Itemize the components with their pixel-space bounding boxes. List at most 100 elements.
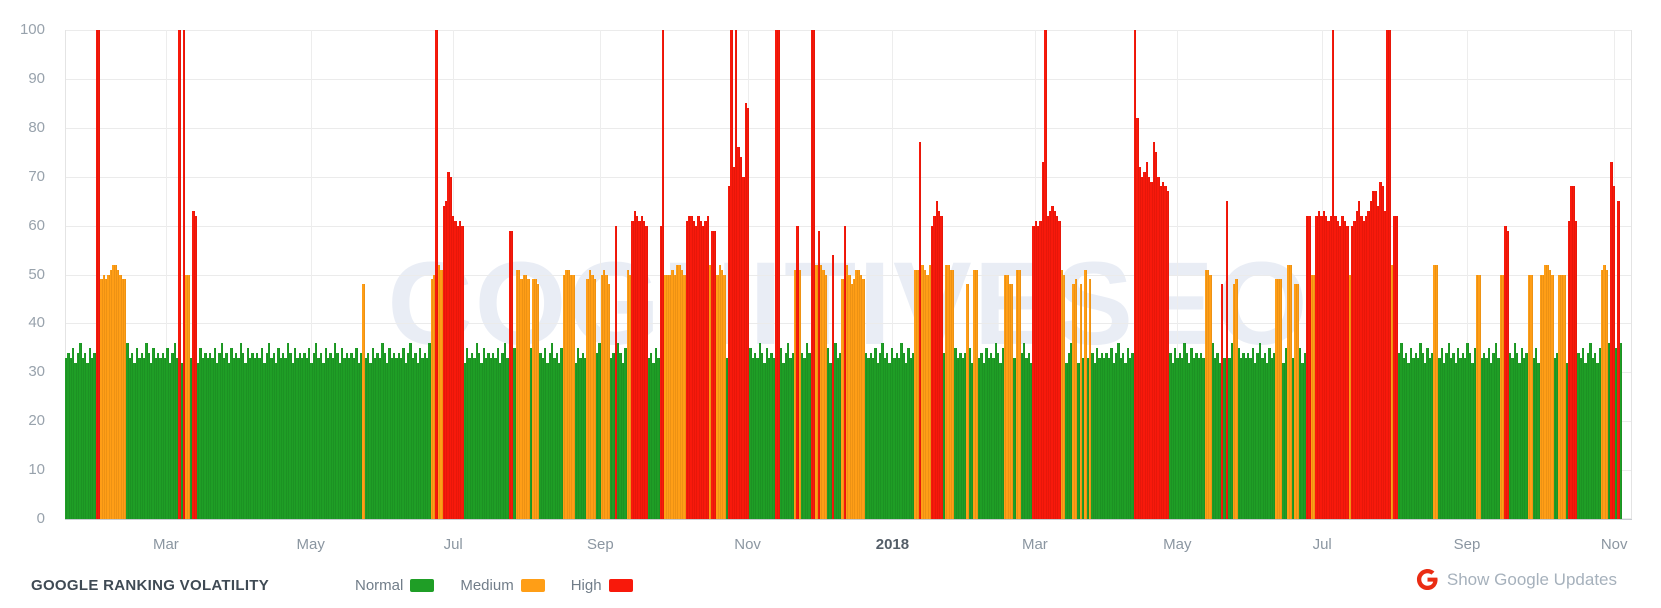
volatility-bar[interactable] xyxy=(1365,215,1368,519)
volatility-bar[interactable] xyxy=(133,362,136,519)
volatility-bar[interactable] xyxy=(274,362,278,519)
volatility-bar[interactable] xyxy=(1093,362,1097,519)
volatility-bar[interactable] xyxy=(1339,225,1342,519)
volatility-bar[interactable] xyxy=(1537,362,1540,519)
volatility-bar[interactable] xyxy=(1166,191,1170,519)
volatility-bar[interactable] xyxy=(234,352,238,519)
volatility-bar[interactable] xyxy=(1563,274,1566,519)
volatility-bar[interactable] xyxy=(782,362,785,519)
volatility-bar[interactable] xyxy=(208,352,212,519)
volatility-bar[interactable] xyxy=(1155,152,1158,519)
volatility-bar[interactable] xyxy=(345,352,349,519)
volatility-bar[interactable] xyxy=(1091,352,1094,519)
volatility-bar[interactable] xyxy=(1369,201,1373,519)
volatility-bar[interactable] xyxy=(718,264,721,519)
volatility-bar[interactable] xyxy=(909,357,913,519)
volatility-bar[interactable] xyxy=(1063,274,1066,519)
volatility-bar[interactable] xyxy=(1190,347,1193,519)
volatility-bar[interactable] xyxy=(883,357,887,519)
volatility-bar[interactable] xyxy=(930,225,934,519)
volatility-bar[interactable] xyxy=(994,342,997,519)
volatility-bar[interactable] xyxy=(329,352,332,519)
volatility-bar[interactable] xyxy=(477,352,481,519)
volatility-bar[interactable] xyxy=(836,357,839,519)
volatility-bar[interactable] xyxy=(308,347,311,519)
volatility-bar[interactable] xyxy=(1482,352,1486,519)
volatility-bar[interactable] xyxy=(300,357,304,519)
volatility-bar[interactable] xyxy=(928,264,931,519)
volatility-bar[interactable] xyxy=(267,342,271,519)
volatility-bar[interactable] xyxy=(1539,274,1542,519)
volatility-bar[interactable] xyxy=(1362,220,1366,519)
volatility-bar[interactable] xyxy=(1579,357,1583,519)
volatility-bar[interactable] xyxy=(1183,342,1186,519)
volatility-bar[interactable] xyxy=(723,274,726,519)
volatility-bar[interactable] xyxy=(76,352,80,519)
volatility-bar[interactable] xyxy=(1258,342,1262,519)
volatility-bar[interactable] xyxy=(1447,342,1450,519)
volatility-bar[interactable] xyxy=(1164,186,1167,519)
volatility-bar[interactable] xyxy=(855,269,858,519)
volatility-bar[interactable] xyxy=(157,352,160,519)
volatility-bar[interactable] xyxy=(338,362,342,519)
volatility-bar[interactable] xyxy=(1421,352,1424,519)
volatility-bar[interactable] xyxy=(812,30,816,519)
volatility-bar[interactable] xyxy=(1157,176,1160,519)
volatility-bar[interactable] xyxy=(702,225,705,519)
volatility-bar[interactable] xyxy=(786,342,790,519)
volatility-bar[interactable] xyxy=(227,362,231,519)
volatility-bar[interactable] xyxy=(201,357,205,519)
volatility-bar[interactable] xyxy=(1438,357,1441,519)
volatility-bar[interactable] xyxy=(1376,206,1380,519)
volatility-bar[interactable] xyxy=(265,352,268,519)
volatility-bar[interactable] xyxy=(492,352,495,519)
volatility-bar[interactable] xyxy=(744,103,747,519)
volatility-bar[interactable] xyxy=(166,347,169,519)
volatility-bar[interactable] xyxy=(67,352,70,519)
volatility-bar[interactable] xyxy=(992,357,995,519)
volatility-bar[interactable] xyxy=(251,352,254,519)
volatility-bar[interactable] xyxy=(1466,342,1469,519)
volatility-bar[interactable] xyxy=(447,171,450,519)
volatility-bar[interactable] xyxy=(1402,357,1406,519)
volatility-bar[interactable] xyxy=(1603,264,1606,519)
volatility-bar[interactable] xyxy=(95,30,99,519)
volatility-bar[interactable] xyxy=(1037,225,1040,519)
volatility-bar[interactable] xyxy=(1527,274,1531,519)
volatility-bar[interactable] xyxy=(79,342,82,519)
volatility-bar[interactable] xyxy=(1206,269,1210,519)
volatility-bar[interactable] xyxy=(1541,274,1545,519)
volatility-bar[interactable] xyxy=(1348,274,1351,519)
volatility-bar[interactable] xyxy=(1360,215,1363,519)
volatility-bar[interactable] xyxy=(475,342,478,519)
volatility-bar[interactable] xyxy=(735,30,738,519)
volatility-bar[interactable] xyxy=(414,352,417,519)
volatility-bar[interactable] xyxy=(758,342,762,519)
volatility-bar[interactable] xyxy=(220,342,224,519)
volatility-bar[interactable] xyxy=(1475,274,1479,519)
volatility-bar[interactable] xyxy=(1565,362,1568,519)
volatility-bar[interactable] xyxy=(595,352,599,519)
volatility-bar[interactable] xyxy=(1273,352,1276,519)
volatility-bar[interactable] xyxy=(824,274,828,519)
volatility-bar[interactable] xyxy=(390,357,393,519)
volatility-bar[interactable] xyxy=(676,264,679,519)
volatility-bar[interactable] xyxy=(407,352,410,519)
volatility-bar[interactable] xyxy=(574,362,577,519)
volatility-bar[interactable] xyxy=(1138,166,1141,519)
volatility-bar[interactable] xyxy=(631,220,634,519)
volatility-bar[interactable] xyxy=(1395,215,1399,519)
volatility-bar[interactable] xyxy=(1468,352,1472,519)
volatility-bar[interactable] xyxy=(831,254,835,519)
volatility-bar[interactable] xyxy=(218,352,221,519)
volatility-bar[interactable] xyxy=(1419,342,1422,519)
volatility-bar[interactable] xyxy=(1324,215,1328,519)
volatility-bar[interactable] xyxy=(1426,347,1429,519)
volatility-bar[interactable] xyxy=(567,269,570,519)
volatility-bar[interactable] xyxy=(381,342,384,519)
volatility-bar[interactable] xyxy=(586,279,589,519)
volatility-bar[interactable] xyxy=(1084,269,1087,519)
volatility-bar[interactable] xyxy=(350,352,353,519)
volatility-bar[interactable] xyxy=(973,269,976,519)
volatility-bar[interactable] xyxy=(1065,362,1068,519)
